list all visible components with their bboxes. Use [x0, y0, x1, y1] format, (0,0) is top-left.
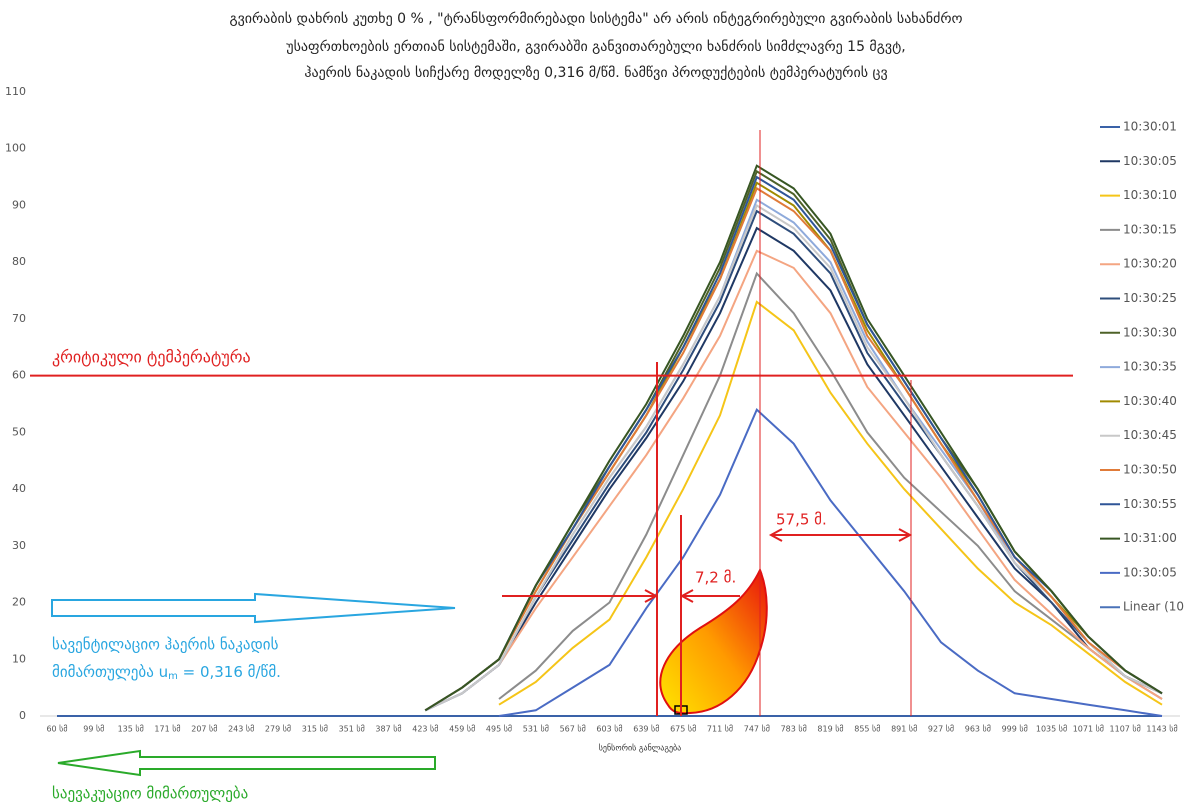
- x-tick-label: 135 სმ: [118, 724, 144, 734]
- series-line: [499, 302, 1162, 705]
- x-tick-label: 603 სმ: [596, 724, 622, 734]
- x-tick-label: 207 სმ: [191, 724, 217, 734]
- x-tick-label: 819 სმ: [817, 724, 843, 734]
- evacuation-label: საევაკუაციო მიმართულება: [52, 785, 248, 803]
- x-axis-title: სენსორის განლაგება: [599, 743, 682, 753]
- x-tick-label: 495 სმ: [486, 724, 512, 734]
- y-tick-label: 20: [12, 596, 26, 609]
- legend-label: 10:30:30: [1123, 325, 1177, 339]
- y-tick-label: 30: [12, 539, 26, 552]
- series-line: [425, 206, 1162, 711]
- legend-label: 10:30:55: [1123, 497, 1177, 511]
- x-tick-label: 927 სმ: [928, 724, 954, 734]
- ventilation-label: სავენტილაციო ჰაერის ნაკადის: [52, 636, 279, 654]
- critical-label: კრიტიკული ტემპერატურა: [52, 348, 251, 367]
- ventilation-label: m: [168, 671, 178, 682]
- series-line: [425, 183, 1162, 711]
- x-tick-label: 459 სმ: [449, 724, 475, 734]
- x-tick-label: 60 სმ: [46, 724, 67, 734]
- legend-label: 10:30:45: [1123, 428, 1177, 442]
- series-line: [425, 228, 1162, 710]
- x-tick-label: 1143 სმ: [1146, 724, 1177, 734]
- legend-label: 10:30:05: [1123, 565, 1177, 579]
- x-tick-label: 531 სმ: [523, 724, 549, 734]
- legend-label: 10:30:35: [1123, 360, 1177, 374]
- distance-label: 7,2 მ.: [695, 569, 736, 587]
- y-tick-label: 110: [5, 85, 26, 98]
- x-tick-label: 567 სმ: [560, 724, 586, 734]
- x-tick-label: 639 სმ: [633, 724, 659, 734]
- chart-title: ჰაერის ნაკადის სიჩქარე მოდელზე 0,316 მ/წ…: [304, 64, 887, 81]
- y-tick-label: 50: [12, 425, 26, 438]
- evacuation-arrow: [58, 751, 435, 775]
- x-tick-label: 99 სმ: [83, 724, 104, 734]
- x-tick-label: 747 სმ: [744, 724, 770, 734]
- legend-label: 10:31:00: [1123, 531, 1177, 545]
- legend-label: 10:30:20: [1123, 257, 1177, 271]
- y-tick-label: 60: [12, 369, 26, 382]
- x-tick-label: 963 სმ: [965, 724, 991, 734]
- x-tick-label: 783 სმ: [781, 724, 807, 734]
- y-tick-label: 0: [19, 709, 26, 722]
- x-tick-label: 891 სმ: [891, 724, 917, 734]
- series-line: [499, 410, 1162, 716]
- x-tick-label: 315 სმ: [302, 724, 328, 734]
- x-tick-label: 1107 სმ: [1110, 724, 1141, 734]
- series-line: [425, 211, 1162, 710]
- y-tick-label: 90: [12, 198, 26, 211]
- ventilation-label: = 0,316 მ/წმ.: [178, 663, 281, 681]
- ventilation-label: მიმართულება um = 0,316 მ/წმ.: [52, 663, 281, 683]
- legend-label: Linear (10: [1123, 600, 1184, 614]
- legend-label: 10:30:15: [1123, 222, 1177, 236]
- chart: გვირაბის დახრის კუთხე 0 % , "ტრანსფორმირ…: [0, 0, 1192, 805]
- legend-label: 10:30:10: [1123, 188, 1177, 202]
- x-tick-label: 243 სმ: [228, 724, 254, 734]
- series-line: [425, 200, 1162, 711]
- fire: [660, 570, 766, 713]
- ventilation-arrow: [52, 594, 455, 622]
- x-tick-label: 711 სმ: [707, 724, 733, 734]
- x-tick-label: 1071 სმ: [1073, 724, 1104, 734]
- ventilation-label: მიმართულება u: [52, 663, 168, 681]
- legend-label: 10:30:40: [1123, 394, 1177, 408]
- series-line: [425, 166, 1162, 711]
- legend-label: 10:30:01: [1123, 120, 1177, 134]
- series-line: [425, 171, 1162, 710]
- y-tick-label: 10: [12, 652, 26, 665]
- legend-label: 10:30:25: [1123, 291, 1177, 305]
- legend-label: 10:30:50: [1123, 463, 1177, 477]
- x-tick-label: 351 სმ: [339, 724, 365, 734]
- series-line: [425, 188, 1162, 710]
- x-tick-label: 1035 სმ: [1036, 724, 1067, 734]
- distance-label: 57,5 მ.: [776, 511, 827, 529]
- x-tick-label: 387 სმ: [375, 724, 401, 734]
- x-tick-label: 999 სმ: [1002, 724, 1028, 734]
- plot-area: [57, 166, 1162, 716]
- x-tick-label: 675 სმ: [670, 724, 696, 734]
- x-tick-label: 855 სმ: [854, 724, 880, 734]
- x-tick-label: 423 სმ: [412, 724, 438, 734]
- chart-title: გვირაბის დახრის კუთხე 0 % , "ტრანსფორმირ…: [229, 10, 962, 27]
- legend-label: 10:30:05: [1123, 154, 1177, 168]
- chart-title: უსაფრთხოების ერთიან სისტემაში, გვირაბში …: [286, 38, 905, 55]
- y-tick-label: 40: [12, 482, 26, 495]
- distance-arrow: [771, 529, 910, 541]
- y-tick-label: 80: [12, 255, 26, 268]
- x-tick-label: 279 სმ: [265, 724, 291, 734]
- series-line: [425, 251, 1162, 711]
- y-tick-label: 100: [5, 142, 26, 155]
- x-tick-label: 171 სმ: [154, 724, 180, 734]
- y-tick-label: 70: [12, 312, 26, 325]
